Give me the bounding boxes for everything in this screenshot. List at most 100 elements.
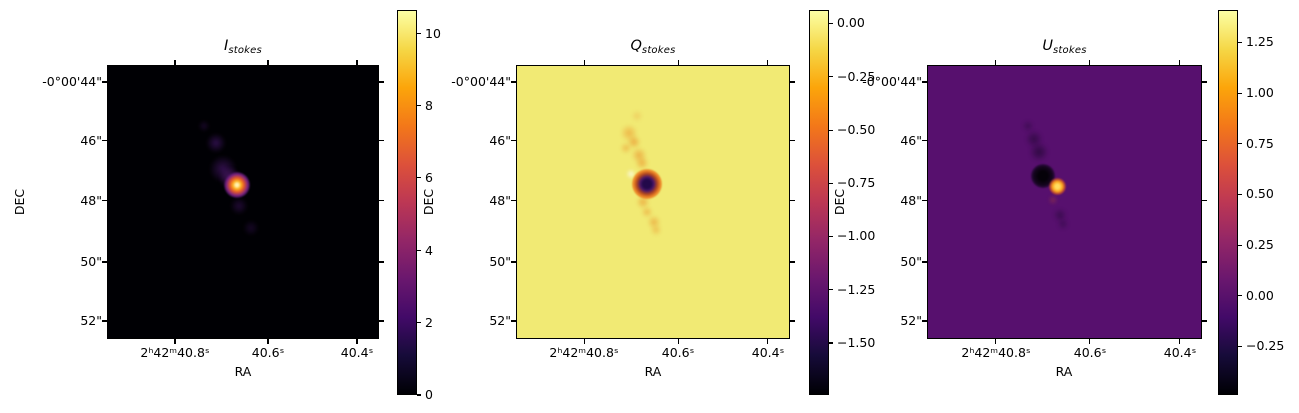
- tick-mark: [767, 339, 769, 344]
- tick-mark: [417, 394, 421, 396]
- tick-mark: [922, 200, 927, 202]
- colorbar-tick-label: 0.25: [1246, 237, 1274, 252]
- title-subscript: stokes: [228, 45, 262, 56]
- colorbar-tick-label: −0.75: [837, 175, 876, 190]
- title-subscript: stokes: [641, 45, 676, 56]
- tick-mark: [790, 81, 795, 83]
- u-positive-peak-blob: [1049, 178, 1066, 195]
- tick-mark: [1238, 41, 1242, 43]
- q-filament-blob: [636, 195, 650, 209]
- diffuse-emission-blob: [230, 197, 248, 215]
- title-symbol: I: [224, 38, 229, 54]
- tick-mark: [102, 200, 107, 202]
- dec-tick-label: 46": [80, 133, 102, 148]
- colorbar-tick-label: 0.00: [1246, 288, 1274, 303]
- colorbar-u: [1218, 10, 1238, 395]
- colorbar-q: [809, 10, 829, 395]
- tick-mark: [829, 22, 833, 24]
- tick-mark: [1202, 320, 1207, 322]
- ra-tick-label: 2ʰ42ᵐ40.8ˢ: [961, 345, 1031, 360]
- tick-mark: [1202, 81, 1207, 83]
- tick-mark: [767, 60, 769, 65]
- q-filament-blob: [631, 110, 643, 122]
- dec-tick-label: 50": [900, 254, 922, 269]
- u-dark-diffuse-blob: [1057, 218, 1069, 230]
- ra-tick-label: 40.4ˢ: [1163, 345, 1197, 360]
- tick-mark: [1238, 295, 1242, 297]
- tick-mark: [829, 342, 833, 344]
- ra-tick-label: 40.6ˢ: [661, 345, 695, 360]
- ra-tick-label: 2ʰ42ᵐ40.8ˢ: [140, 345, 210, 360]
- u-warm-spot-blob: [1048, 195, 1058, 205]
- q-filament-blob: [620, 142, 632, 154]
- tick-mark: [829, 235, 833, 237]
- colorbar-tick-label: 0.75: [1246, 136, 1274, 151]
- colorbar-tick-label: 8: [425, 98, 433, 113]
- tick-mark: [379, 140, 384, 142]
- tick-mark: [267, 339, 269, 344]
- tick-mark: [511, 261, 516, 263]
- dec-tick-label: 50": [80, 254, 102, 269]
- tick-mark: [1179, 339, 1181, 344]
- colorbar-tick-label: 10: [425, 26, 441, 41]
- ra-axis-label: RA: [644, 364, 662, 379]
- stokes-u-map: [927, 65, 1202, 339]
- title-symbol: Q: [630, 38, 642, 54]
- tick-mark: [922, 81, 927, 83]
- tick-mark: [356, 339, 358, 344]
- tick-mark: [379, 261, 384, 263]
- tick-mark: [677, 60, 679, 65]
- ra-tick-label: 40.4ˢ: [340, 345, 374, 360]
- tick-mark: [1238, 193, 1242, 195]
- tick-mark: [1238, 244, 1242, 246]
- tick-mark: [267, 60, 269, 65]
- colorbar-tick-label: 1.00: [1246, 85, 1274, 100]
- q-filament-blob: [635, 156, 649, 170]
- diffuse-emission-blob: [198, 120, 210, 132]
- q-white-spot-blob: [626, 169, 636, 179]
- colorbar-tick-label: 0.50: [1246, 186, 1274, 201]
- tick-mark: [356, 60, 358, 65]
- colorbar-tick-label: −0.25: [837, 69, 876, 84]
- tick-mark: [102, 81, 107, 83]
- dec-tick-label: 52": [80, 313, 102, 328]
- tick-mark: [417, 32, 421, 35]
- colorbar-tick-label: −1.00: [837, 228, 876, 243]
- tick-mark: [1089, 60, 1091, 65]
- ra-axis-label: RA: [234, 364, 252, 379]
- colorbar-tick-label: 0: [425, 387, 433, 402]
- tick-mark: [790, 320, 795, 322]
- tick-mark: [379, 81, 384, 83]
- colorbar-tick-label: 6: [425, 170, 433, 185]
- colorbar-tick-label: −1.50: [837, 335, 876, 350]
- title-symbol: U: [1042, 38, 1053, 54]
- tick-mark: [790, 140, 795, 142]
- diffuse-emission-blob: [206, 133, 226, 153]
- tick-mark: [1202, 140, 1207, 142]
- colorbar-tick-label: 4: [425, 243, 433, 258]
- tick-mark: [379, 200, 384, 202]
- panel-title-i: Istokes: [107, 36, 379, 56]
- tick-mark: [1202, 200, 1207, 202]
- tick-mark: [511, 81, 516, 83]
- stokes-q-map: [516, 65, 790, 339]
- dec-tick-label: -0°00'44": [862, 74, 922, 89]
- colorbar-tick-label: 1.25: [1246, 34, 1274, 49]
- tick-mark: [174, 339, 176, 344]
- tick-mark: [511, 140, 516, 142]
- tick-mark: [1089, 339, 1091, 344]
- tick-mark: [583, 60, 586, 65]
- tick-mark: [790, 200, 795, 202]
- colorbar-i: [397, 10, 417, 395]
- q-filament-blob: [650, 224, 662, 236]
- dec-tick-label: 46": [489, 133, 511, 148]
- ra-axis-label: RA: [1055, 364, 1073, 379]
- title-subscript: stokes: [1053, 45, 1087, 56]
- tick-mark: [829, 289, 833, 291]
- dec-tick-label: 52": [900, 313, 922, 328]
- dec-tick-label: 46": [900, 133, 922, 148]
- tick-mark: [379, 320, 384, 322]
- ra-tick-label: 2ʰ42ᵐ40.8ˢ: [549, 345, 619, 360]
- tick-mark: [417, 250, 421, 252]
- panel-title-q: Qstokes: [516, 36, 790, 56]
